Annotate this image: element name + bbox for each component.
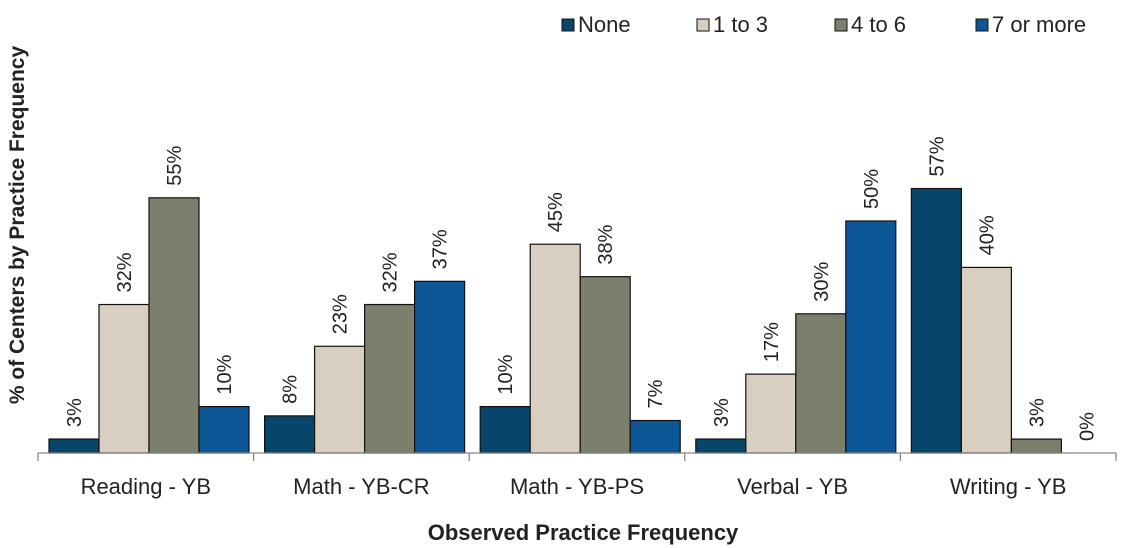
data-label: 32%	[114, 252, 136, 292]
data-label: 10%	[495, 354, 517, 394]
bar-3-3	[845, 220, 897, 454]
bar-4-2	[1010, 438, 1063, 454]
data-label: 37%	[430, 229, 452, 269]
bar-0-3	[198, 406, 250, 454]
x-axis: Reading - YB Math - YB-CR Math - YB-PS Verb…	[37, 452, 1117, 499]
data-label: 10%	[214, 354, 236, 394]
bar-0-0	[48, 438, 100, 454]
x-tick-label: Verbal - YB	[737, 474, 848, 499]
bar-4-1	[960, 266, 1013, 454]
bar-4-0	[910, 187, 963, 454]
data-label: 23%	[330, 294, 352, 334]
legend-swatch	[696, 18, 710, 32]
bar-3-1	[745, 373, 797, 454]
legend: None 1 to 3 4 to 6 7 or more	[561, 12, 1086, 37]
bar-1-0	[264, 415, 316, 454]
data-label: 17%	[761, 322, 783, 362]
data-label: 38%	[595, 224, 617, 264]
data-label: 57%	[926, 136, 948, 176]
x-axis-title: Observed Practice Frequency	[428, 520, 739, 545]
bar-2-3	[629, 419, 681, 454]
legend-label: 1 to 3	[713, 12, 768, 37]
legend-label: 4 to 6	[851, 12, 906, 37]
data-label: 3%	[1026, 398, 1048, 427]
data-label: 7%	[645, 379, 667, 408]
plot-area: 3% 32% 55% 10% 8% 23% 32% 37% 10% 45% 38% 7% 3% 17% 30…	[48, 136, 1098, 454]
data-label: 32%	[380, 252, 402, 292]
bar-1-3	[414, 280, 466, 454]
data-label: 45%	[545, 192, 567, 232]
legend-swatch	[561, 18, 575, 32]
data-label: 3%	[64, 398, 86, 427]
data-label: 30%	[811, 262, 833, 302]
bar-1-2	[364, 303, 416, 454]
data-label: 3%	[711, 398, 733, 427]
bar-2-1	[529, 243, 581, 454]
data-label: 8%	[280, 375, 302, 404]
x-tick-label: Writing - YB	[950, 474, 1067, 499]
data-label: 50%	[861, 169, 883, 209]
data-label: 40%	[976, 215, 998, 255]
data-label: 0%	[1076, 412, 1098, 441]
bar-2-2	[579, 276, 631, 454]
legend-label: None	[578, 12, 631, 37]
x-tick-label: Reading - YB	[81, 474, 211, 499]
bar-0-1	[98, 303, 150, 454]
legend-swatch	[834, 18, 848, 32]
bar-3-2	[795, 313, 847, 454]
legend-swatch	[975, 18, 989, 32]
x-tick-label: Math - YB-PS	[510, 474, 644, 499]
legend-label: 7 or more	[992, 12, 1086, 37]
bar-3-0	[695, 438, 747, 454]
data-label: 55%	[164, 146, 186, 186]
bar-1-1	[314, 345, 366, 454]
bar-0-2	[148, 197, 200, 454]
bar-2-0	[479, 406, 531, 454]
y-axis-title: % of Centers by Practice Frequency	[6, 46, 29, 405]
x-tick-label: Math - YB-CR	[293, 474, 430, 499]
